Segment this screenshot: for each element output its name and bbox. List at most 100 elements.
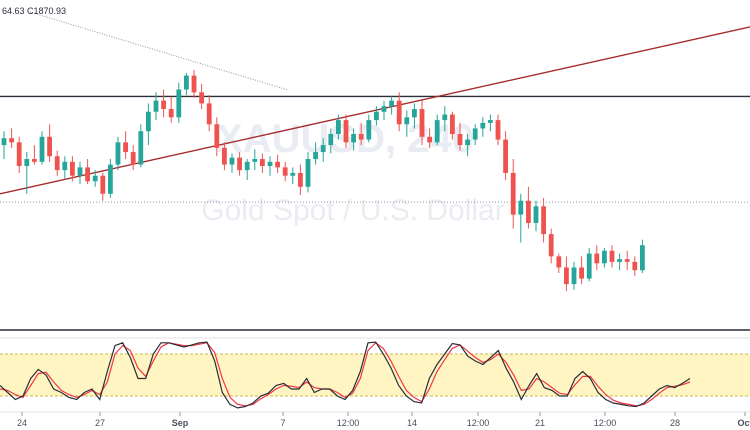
grid [0,329,750,413]
candle [47,124,52,162]
candle [457,122,463,151]
candle-body [206,103,212,125]
candle [556,253,562,274]
candle [130,145,136,171]
falling-trendline [29,11,289,91]
x-tick-label: 27 [95,418,105,428]
candle [541,197,546,243]
candle [427,128,432,148]
candle [571,261,577,290]
candle-body [328,134,334,146]
candle [526,186,531,229]
candle-body [374,111,379,121]
candle [389,96,394,115]
candle-body [260,159,265,166]
candle [366,114,372,143]
candle-body [108,164,113,194]
rising-trendline [0,26,750,195]
candle [290,167,296,185]
x-tick-label: 28 [670,418,680,428]
candle-body [199,92,204,104]
x-tick-label: 14 [407,418,417,428]
candle [586,248,592,282]
candle-body [503,139,508,173]
candle-body [351,134,356,143]
candle-body [153,100,159,112]
candle-body [366,120,372,140]
candle [153,92,159,121]
candle-body [586,253,592,279]
candle [115,136,121,171]
candle-body [480,122,486,129]
candle [488,114,493,132]
candle [450,111,455,140]
candle-body [571,267,577,285]
candle-body [579,267,584,279]
candle [602,248,607,268]
candle-body [602,250,607,264]
candle [275,154,280,173]
candle [108,159,113,198]
candle [419,100,425,146]
candle-body [404,117,410,125]
candle [442,106,448,132]
candle-body [161,100,166,109]
candle [465,134,470,157]
candle-body [138,131,144,165]
candle [564,256,569,292]
candle [138,124,144,168]
candle [146,103,151,146]
candle [77,161,83,185]
candle [313,142,318,165]
x-tick-label: 12:00 [337,418,360,428]
candle-body [146,111,151,132]
candle-body [533,206,539,223]
candle [351,128,356,151]
candle-body [290,172,296,176]
candle [374,106,379,126]
candle-body [320,145,326,153]
candle [632,256,638,276]
stochastic-pane [0,341,750,409]
candle-body [85,167,90,182]
candle [305,152,311,193]
candle-body [267,161,273,166]
candle [85,159,90,185]
candle-body [275,161,280,168]
candle [54,150,60,176]
candle [617,253,622,271]
candle-body [62,161,68,171]
candle-body [617,259,622,262]
candle-body [298,172,303,187]
candle [206,95,212,132]
stoch-d-line [0,342,691,407]
candle-body [282,167,288,176]
candle-body [252,159,258,162]
candle-body [609,250,615,262]
candle [176,82,182,123]
candle [434,114,440,146]
candle-body [396,100,402,125]
candle-body [427,136,432,143]
candle [518,193,524,243]
candle [92,170,98,187]
candle-body [24,159,30,166]
x-tick-label: 24 [17,418,27,428]
candle [70,156,75,182]
candle [548,228,554,264]
candle-body [184,75,189,90]
candle-body [336,120,341,134]
candle [282,161,288,182]
candle [1,131,7,160]
candle [609,245,615,268]
candle-body [115,142,121,165]
candle-body [358,134,364,140]
candle-body [381,106,387,112]
candle-body [632,261,638,271]
candle-body [123,142,128,153]
candle-body [39,136,45,162]
candle-body [168,108,174,118]
candle [24,152,30,194]
candle-body [488,120,493,123]
